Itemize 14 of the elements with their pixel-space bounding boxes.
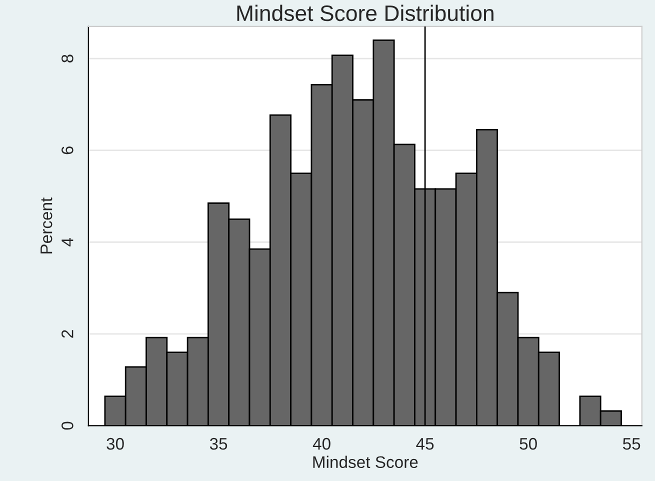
y-tick-label: 2 (62, 330, 74, 338)
y-tick-label: 6 (62, 146, 74, 154)
y-tick-label: 0 (62, 422, 74, 430)
x-tick-label: 35 (210, 438, 228, 450)
y-tick-label: 8 (62, 54, 74, 62)
chart-title: Mindset Score Distribution (237, 4, 494, 22)
x-tick-label: 30 (106, 438, 124, 450)
x-axis-title: Mindset Score (313, 456, 418, 468)
x-tick-label: 55 (622, 438, 640, 450)
x-tick-label: 50 (520, 438, 537, 450)
x-tick-label: 40 (312, 438, 330, 450)
y-axis-title: Percent (40, 197, 52, 254)
y-tick-label: 4 (62, 238, 74, 246)
x-tick-label: 45 (416, 438, 434, 450)
